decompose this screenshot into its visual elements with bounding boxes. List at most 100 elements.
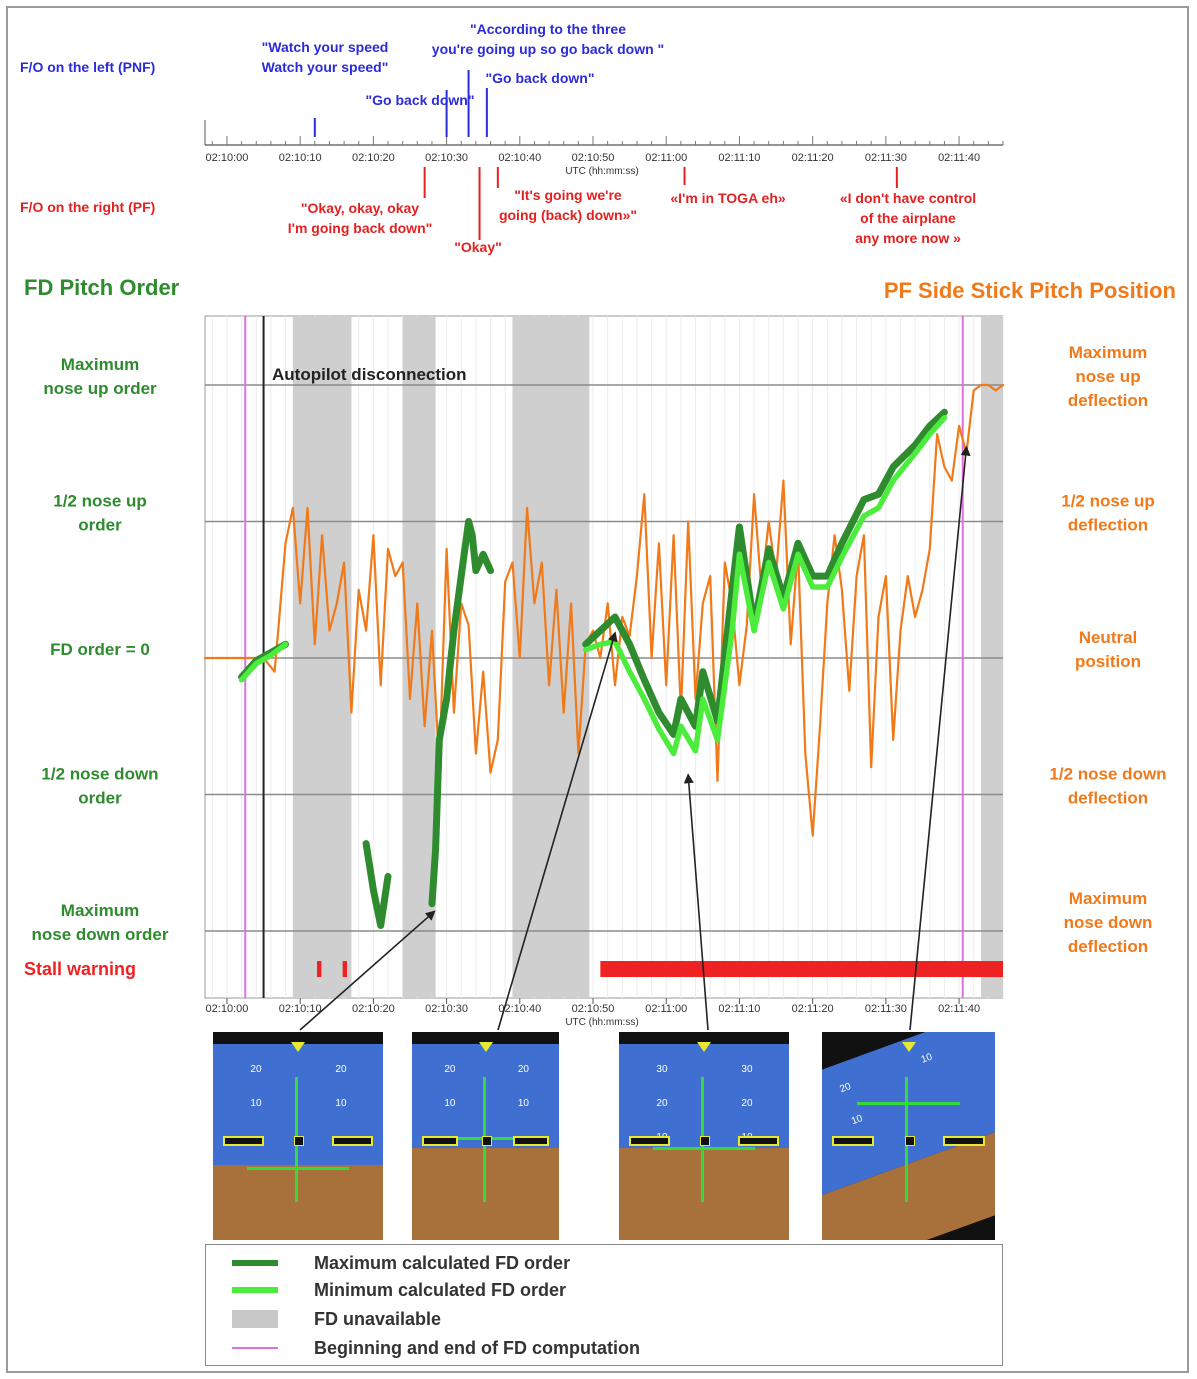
x-axis-labels: 02:10:00 02:10:10 02:10:20 02:10:30 02:10:40… xyxy=(206,998,980,1015)
y-axis-labels: Maximum nose up order 1/2 nose up order FD o… xyxy=(32,343,1167,956)
pfd-fd-roll-bar xyxy=(856,1102,961,1105)
legend-swatch-fd-computation xyxy=(232,1347,278,1349)
stall-warning-bar xyxy=(317,961,322,977)
timeline-tick-label: 02:10:10 xyxy=(279,152,322,164)
pfd-aircraft-center xyxy=(904,1136,915,1146)
right-y-label: 1/2 nose up deflection xyxy=(1061,492,1155,535)
pfd-arrow xyxy=(683,773,709,1031)
stall-warning-label: Stall warning xyxy=(24,959,136,979)
x-tick-label: 02:10:10 xyxy=(279,1003,322,1015)
legend-item-fd-computation: Beginning and end of FD computation xyxy=(232,1335,640,1361)
x-axis-unit: UTC (hh:mm:ss) xyxy=(565,1017,638,1028)
pfd-arrow xyxy=(299,910,436,1031)
fd-pitch-title: FD Pitch Order xyxy=(24,275,180,300)
legend: Maximum calculated FD order Minimum calc… xyxy=(205,1244,1003,1366)
pfd-arrows xyxy=(299,445,971,1031)
right-y-label-line: deflection xyxy=(1068,937,1148,956)
timeline-axis-unit: UTC (hh:mm:ss) xyxy=(565,166,638,177)
pf-quote-line: "It's going we're xyxy=(514,187,622,203)
timeline-tick-label: 02:11:20 xyxy=(792,152,834,164)
right-y-label: 1/2 nose down deflection xyxy=(1049,765,1166,808)
pf-quote-line: «I don't have control xyxy=(840,190,976,206)
timeline-tick-label: 02:10:00 xyxy=(206,152,249,164)
pfd-image: 20 20 10 10 xyxy=(213,1032,383,1240)
plot-area xyxy=(203,315,1005,999)
left-y-label-line: Maximum xyxy=(61,355,139,374)
pfd-ground xyxy=(213,1164,383,1240)
pf-quote-line: "Okay" xyxy=(454,239,502,255)
left-y-label: Maximum nose down order xyxy=(32,901,169,944)
pfd-image: 20 20 10 10 xyxy=(412,1032,559,1240)
pf-quote: «I'm in TOGA eh» xyxy=(670,190,786,206)
x-tick-label: 02:10:30 xyxy=(425,1003,468,1015)
series-max-fd-line xyxy=(362,840,392,929)
series-stick-position-line xyxy=(203,383,1005,837)
pfd-fd-roll-bar xyxy=(653,1147,755,1150)
pf-label: F/O on the right (PF) xyxy=(20,199,155,215)
pnf-quote-line: "Go back down" xyxy=(366,92,475,108)
pfd-arrow xyxy=(909,445,971,1031)
legend-swatch-fd-unavailable xyxy=(232,1310,278,1328)
pnf-quote: "According to the three you're going up s… xyxy=(432,21,664,57)
timeline-tick-label: 02:10:40 xyxy=(498,152,541,164)
legend-label-min-fd: Minimum calculated FD order xyxy=(314,1279,567,1300)
stick-pitch-title: PF Side Stick Pitch Position xyxy=(884,278,1176,303)
pf-quote-line: any more now » xyxy=(855,230,961,246)
pfd-pitch-mark: 20 xyxy=(335,1064,347,1075)
pfd-ground xyxy=(619,1148,789,1240)
timeline-tick-label: 02:10:50 xyxy=(572,152,615,164)
pf-quote: "Okay" xyxy=(454,239,502,255)
pnf-label: F/O on the left (PNF) xyxy=(20,59,155,75)
pf-quote-line: of the airplane xyxy=(860,210,956,226)
fd-unavailable-band xyxy=(981,317,1003,997)
pf-quote-line: going (back) down»" xyxy=(499,207,637,223)
timeline-tick-label: 02:10:30 xyxy=(425,152,468,164)
pfd-aircraft-center xyxy=(700,1136,710,1146)
pfd-left-wing-symbol xyxy=(832,1136,875,1146)
left-y-label-line: 1/2 nose up xyxy=(53,492,147,511)
pfd-aircraft-center xyxy=(481,1136,492,1146)
left-y-label-line: FD order = 0 xyxy=(50,640,150,659)
pnf-quote-line: you're going up so go back down " xyxy=(432,41,664,57)
pnf-quote-line: Watch your speed" xyxy=(262,59,389,75)
timeline-tick-label: 02:11:30 xyxy=(865,152,907,164)
x-tick-label: 02:10:20 xyxy=(352,1003,395,1015)
legend-label-max-fd: Maximum calculated FD order xyxy=(314,1252,571,1273)
series-min-fd-line xyxy=(238,641,289,683)
left-y-label-line: Maximum xyxy=(61,901,139,920)
pfd-aircraft-center xyxy=(294,1136,304,1146)
pfd-pitch-mark: 10 xyxy=(335,1098,347,1109)
cvr-timeline: F/O on the left (PNF) F/O on the right (… xyxy=(20,21,1004,255)
timeline-tick-label: 02:11:10 xyxy=(718,152,760,164)
pfd-pitch-mark: 20 xyxy=(517,1064,529,1075)
left-y-label: Maximum nose up order xyxy=(43,355,157,398)
pfd-left-wing-symbol xyxy=(223,1136,265,1146)
pfd-fd-roll-bar xyxy=(247,1167,349,1170)
pfd-sky xyxy=(213,1044,383,1165)
x-tick-label: 02:11:40 xyxy=(938,1003,980,1015)
pfd-pitch-mark: 30 xyxy=(656,1064,668,1075)
legend-label-fd-computation: Beginning and end of FD computation xyxy=(314,1337,640,1358)
left-y-label-line: order xyxy=(78,789,122,808)
pf-quote: "Okay, okay, okay I'm going back down" xyxy=(288,200,433,236)
left-y-label-line: nose down order xyxy=(32,925,169,944)
x-tick-label: 02:10:40 xyxy=(498,1003,541,1015)
pfd-roll-pointer xyxy=(697,1042,711,1052)
legend-swatch-min-fd xyxy=(232,1287,278,1293)
pfd-pitch-mark: 20 xyxy=(656,1098,668,1109)
series-max-fd-line xyxy=(582,408,948,738)
pfd-roll-pointer xyxy=(291,1042,305,1052)
right-y-label-line: 1/2 nose up xyxy=(1061,492,1155,511)
legend-swatch-max-fd xyxy=(232,1260,278,1266)
left-y-label: 1/2 nose up order xyxy=(53,492,147,535)
pnf-quote-line: "Go back down" xyxy=(486,70,595,86)
pfd-pitch-mark: 30 xyxy=(741,1064,753,1075)
left-y-label-line: 1/2 nose down xyxy=(41,765,158,784)
right-y-label: Maximum nose up deflection xyxy=(1068,343,1148,410)
pnf-quote-line: "Watch your speed xyxy=(262,39,389,55)
pfd-pitch-mark: 20 xyxy=(741,1098,753,1109)
right-y-label: Maximum nose down deflection xyxy=(1064,889,1153,956)
series-min-fd-line xyxy=(582,415,948,757)
legend-label-fd-unavailable: FD unavailable xyxy=(314,1308,442,1329)
pf-quote-line: I'm going back down" xyxy=(288,220,433,236)
